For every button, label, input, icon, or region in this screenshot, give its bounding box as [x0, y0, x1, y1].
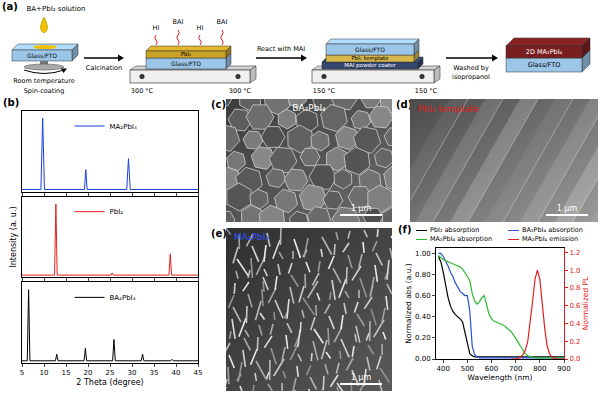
svg-text:Glass/FTO: Glass/FTO [528, 61, 561, 69]
svg-text:900: 900 [557, 365, 570, 373]
svg-text:PbI₂: PbI₂ [181, 51, 192, 57]
html-text:BA₂PbI₄ absorption: BA₂PbI₄ absorption [522, 226, 583, 234]
svg-text:10: 10 [40, 369, 49, 377]
svg-text:150 °C: 150 °C [313, 87, 336, 95]
svg-text:0.00: 0.00 [415, 355, 431, 363]
svg-text:35: 35 [150, 369, 159, 377]
svg-text:150 °C: 150 °C [415, 87, 438, 95]
svg-text:40: 40 [172, 369, 181, 377]
svg-text:0.20: 0.20 [415, 334, 431, 342]
svg-text:Wavelength (nm): Wavelength (nm) [468, 373, 533, 382]
svg-text:isopropanol: isopropanol [452, 73, 490, 81]
svg-text:0.60: 0.60 [415, 292, 431, 300]
svg-text:1 μm: 1 μm [557, 204, 578, 213]
html-text:(f): (f) [398, 224, 412, 235]
svg-text:800: 800 [533, 365, 546, 373]
svg-text:0.80: 0.80 [415, 271, 431, 279]
svg-text:15: 15 [62, 369, 71, 377]
svg-text:30: 30 [128, 369, 137, 377]
html-text:(a): (a) [2, 1, 18, 12]
svg-text:1.0: 1.0 [569, 267, 580, 275]
svg-text:Room temperature: Room temperature [13, 77, 74, 85]
html-text:(d): (d) [396, 99, 413, 110]
html-text:(e): (e) [211, 228, 227, 239]
svg-text:HI: HI [197, 24, 204, 32]
html-text:(c): (c) [211, 99, 227, 110]
svg-text:300 °C: 300 °C [229, 87, 252, 95]
svg-text:Spin-coating: Spin-coating [24, 87, 65, 95]
svg-text:Calcination: Calcination [86, 64, 122, 72]
svg-text:500: 500 [461, 365, 474, 373]
svg-text:Glass/FTO: Glass/FTO [27, 52, 57, 59]
svg-text:1.2: 1.2 [569, 249, 580, 257]
svg-text:400: 400 [437, 365, 450, 373]
svg-text:Glass/FTO: Glass/FTO [355, 46, 385, 53]
svg-text:5: 5 [20, 369, 24, 377]
svg-text:2 Theta (degree): 2 Theta (degree) [76, 378, 143, 387]
svg-text:BAI: BAI [217, 18, 228, 26]
svg-text:MAI powder coater: MAI powder coater [344, 62, 396, 69]
svg-text:1 μm: 1 μm [351, 373, 372, 382]
svg-text:BA₂PbI₄: BA₂PbI₄ [110, 294, 136, 302]
svg-text:0.6: 0.6 [569, 302, 581, 310]
svg-text:0.8: 0.8 [569, 284, 580, 292]
html-text:(b): (b) [3, 97, 20, 108]
svg-text:0.0: 0.0 [569, 355, 580, 363]
html-text:PbI₂ absorption: PbI₂ absorption [430, 226, 480, 234]
svg-text:Intensity (a. u.): Intensity (a. u.) [9, 206, 18, 267]
svg-text:Normalized abs (a.u.): Normalized abs (a.u.) [404, 263, 413, 344]
svg-text:PbI₂ template: PbI₂ template [351, 55, 389, 62]
svg-text:MA₂PbI₄: MA₂PbI₄ [234, 232, 269, 242]
svg-text:Washed by: Washed by [453, 64, 489, 72]
svg-text:20: 20 [84, 369, 93, 377]
svg-text:1 μm: 1 μm [351, 204, 372, 213]
svg-text:45: 45 [194, 369, 203, 377]
svg-text:Normalized PL: Normalized PL [581, 276, 590, 330]
svg-text:0.40: 0.40 [415, 313, 431, 321]
svg-text:0.4: 0.4 [569, 320, 581, 328]
svg-text:Glass/FTO: Glass/FTO [171, 60, 201, 67]
svg-text:1.00: 1.00 [415, 250, 431, 258]
svg-text:600: 600 [485, 365, 498, 373]
svg-text:700: 700 [509, 365, 522, 373]
svg-text:HI: HI [153, 24, 160, 32]
html-text:MA₂PbI₄ absorption: MA₂PbI₄ absorption [430, 235, 492, 243]
svg-text:BA+PbI₂ solution: BA+PbI₂ solution [27, 5, 86, 13]
svg-text:PbI₂ template: PbI₂ template [418, 104, 479, 114]
svg-text:BAI: BAI [173, 18, 184, 26]
svg-text:0.2: 0.2 [569, 338, 580, 346]
svg-text:MA₂PbI₄: MA₂PbI₄ [110, 123, 137, 131]
svg-text:300 °C: 300 °C [131, 87, 154, 95]
svg-text:2D MA₂PbI₄: 2D MA₂PbI₄ [526, 48, 563, 56]
svg-text:25: 25 [106, 369, 115, 377]
svg-text:React with MAI: React with MAI [257, 45, 305, 53]
svg-text:PbI₂: PbI₂ [110, 208, 124, 216]
svg-text:BA₂PbI₄: BA₂PbI₄ [292, 103, 326, 113]
html-text:MA₂PbI₄ emission: MA₂PbI₄ emission [522, 235, 579, 243]
